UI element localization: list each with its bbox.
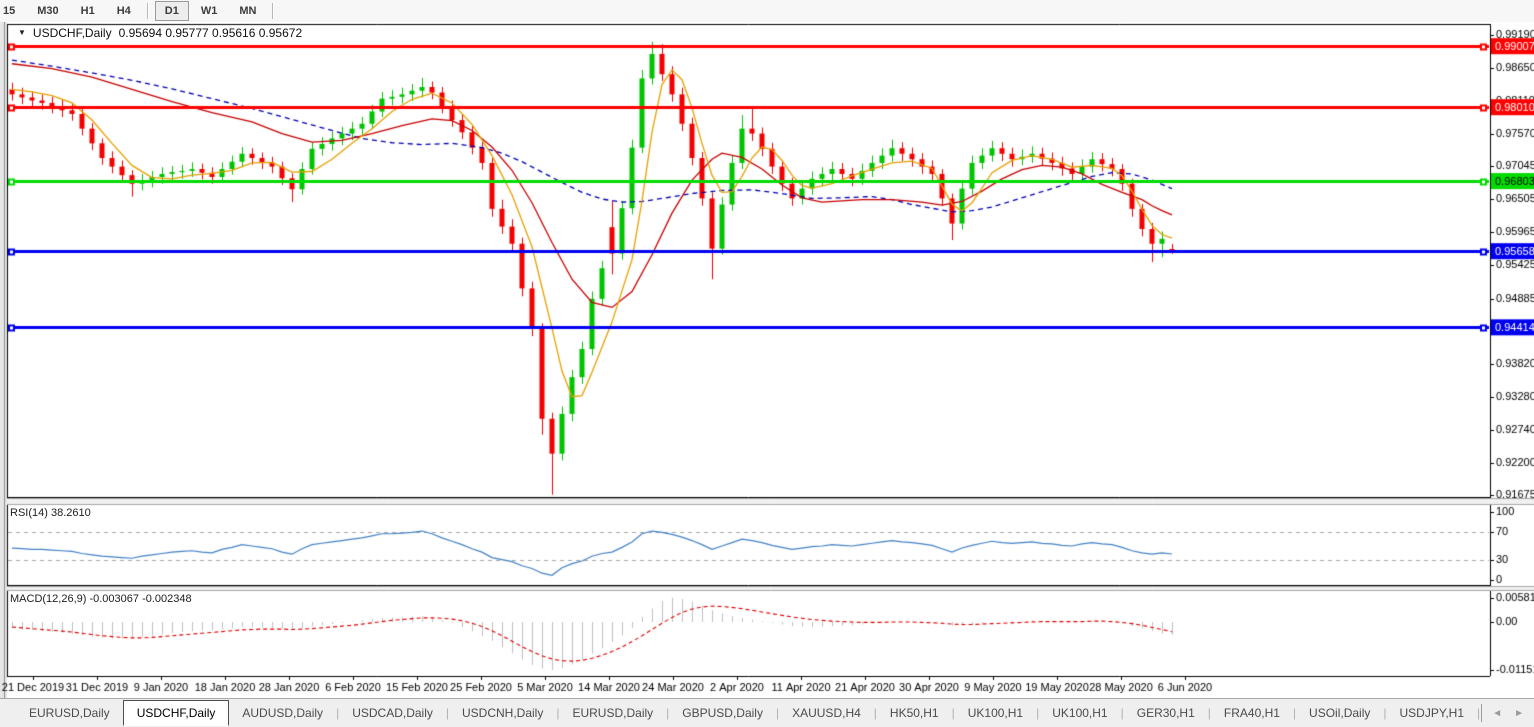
tab-scroll-nav: ◄ ► (1481, 704, 1534, 722)
tab-divider: | (556, 706, 560, 720)
symbol-tab-bar: EURUSD,Daily USDCHF,Daily AUDUSD,Daily | USD… (0, 698, 1534, 727)
tab-scroll-left-icon[interactable]: ◄ (1492, 707, 1503, 719)
chart-tab-ger30-h1[interactable]: GER30,H1 (1136, 706, 1195, 720)
tab-divider: | (873, 706, 877, 720)
tab-divider: | (775, 706, 780, 720)
tab-divider: | (1207, 706, 1211, 720)
timeframe-button-w1[interactable]: W1 (200, 5, 218, 17)
price-chart-canvas[interactable] (0, 22, 1534, 698)
chart-tab-xauusd-h4[interactable]: XAUUSD,H4 (792, 706, 861, 720)
symbol-tabs: EURUSD,Daily USDCHF,Daily AUDUSD,Daily | USD… (0, 699, 1481, 727)
tab-divider: | (336, 706, 340, 720)
chart-ohlc-values: 0.95694 0.95777 0.95616 0.95672 (118, 26, 303, 40)
toolbar-separator (272, 3, 275, 19)
timeframe-button-m30[interactable]: M30 (37, 5, 59, 17)
chart-tab-usdcnh-daily[interactable]: USDCNH,Daily (462, 706, 544, 720)
chart-tab-usdchf-daily[interactable]: USDCHF,Daily (122, 699, 230, 726)
chart-title: ▼ USDCHF,Daily 0.95694 0.95777 0.95616 0… (18, 26, 302, 40)
chart-tab-usoil-daily[interactable]: USOil,Daily (1309, 706, 1371, 720)
tab-divider: | (1036, 706, 1040, 720)
chart-tab-eurusd-daily[interactable]: EURUSD,Daily (572, 706, 654, 720)
tab-divider: | (1383, 706, 1387, 720)
timeframe-button-h1[interactable]: H1 (80, 5, 95, 17)
chart-tab-uk100-h1[interactable]: UK100,H1 (1052, 706, 1108, 720)
timeframe-toolbar: 15 M30 H1 H4 D1 W1 MN (0, 0, 1534, 23)
timeframe-button-mn[interactable]: MN (239, 5, 257, 17)
rsi-indicator-label: RSI(14) 38.2610 (10, 507, 91, 519)
chart-tab-usdjpy-h1[interactable]: USDJPY,H1 (1399, 706, 1464, 720)
chart-tab-audusd-daily[interactable]: AUDUSD,Daily (242, 706, 324, 720)
tab-divider: | (1477, 706, 1481, 720)
tab-divider: | (1120, 706, 1124, 720)
chart-tab-eurusd-daily[interactable]: EURUSD,Daily (29, 706, 110, 720)
tab-scroll-right-icon[interactable]: ► (1514, 707, 1524, 719)
toolbar-separator (146, 3, 149, 19)
macd-indicator-label: MACD(12,26,9) -0.003067 -0.002348 (10, 593, 192, 605)
timeframe-button-h4[interactable]: H4 (116, 5, 131, 17)
chart-tab-fra40-h1[interactable]: FRA40,H1 (1223, 706, 1280, 720)
tab-divider: | (445, 706, 449, 720)
tab-divider: | (666, 706, 670, 720)
timeframe-button-15[interactable]: 15 (3, 5, 16, 17)
symbol-dropdown-icon[interactable]: ▼ (18, 27, 26, 37)
chart-tab-gbpusd-daily[interactable]: GBPUSD,Daily (682, 706, 763, 720)
chart-tab-usdcad-daily[interactable]: USDCAD,Daily (352, 706, 433, 720)
tab-divider: | (951, 706, 955, 720)
chart-symbol-label: USDCHF,Daily (32, 26, 112, 40)
chart-tab-uk100-h1[interactable]: UK100,H1 (967, 706, 1024, 720)
timeframe-button-d1[interactable]: D1 (154, 1, 189, 21)
chart-window: ▼ USDCHF,Daily 0.95694 0.95777 0.95616 0… (0, 22, 1534, 698)
tab-divider: | (1292, 706, 1297, 720)
chart-tab-hk50-h1[interactable]: HK50,H1 (889, 706, 939, 720)
